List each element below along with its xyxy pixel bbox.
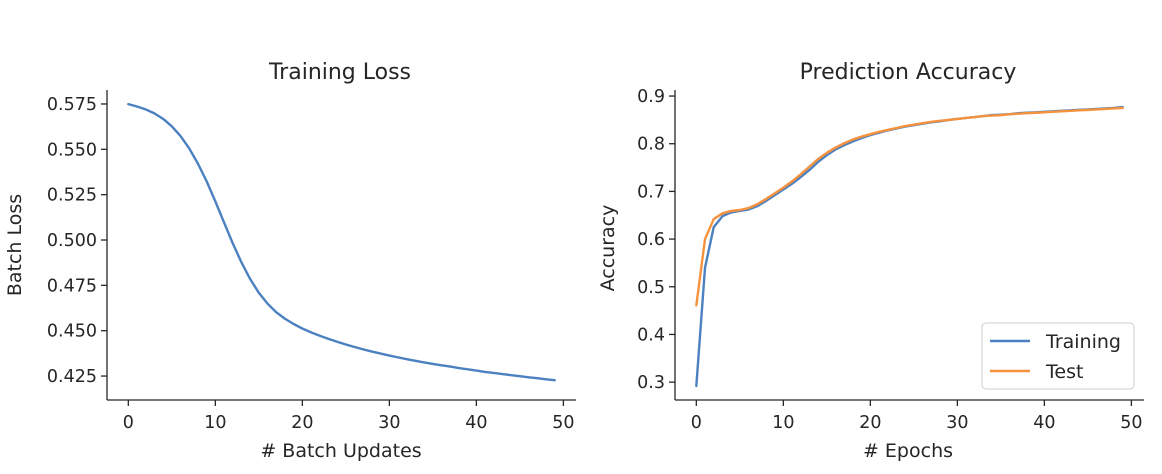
- prediction-accuracy-axes: Prediction Accuracy # Epochs Accuracy 0 1…: [597, 60, 1144, 462]
- prediction-accuracy-ytick-label: 0.8: [637, 135, 665, 155]
- training-loss-xtick-label: 50: [552, 413, 574, 433]
- training-loss-ytick-label: 0.550: [47, 140, 97, 160]
- prediction-accuracy-xtick-label: 0: [691, 413, 702, 433]
- prediction-accuracy-xtick-label: 20: [859, 413, 881, 433]
- prediction-accuracy-xticks: 0 10 20 30 40 50: [691, 400, 1143, 433]
- legend-box: [981, 322, 1135, 390]
- training-loss-ytick-label: 0.425: [47, 367, 97, 387]
- prediction-accuracy-xtick-label: 30: [946, 413, 968, 433]
- prediction-accuracy-ytick-label: 0.7: [637, 182, 665, 202]
- prediction-accuracy-title: Prediction Accuracy: [800, 60, 1017, 85]
- prediction-accuracy-xtick-label: 40: [1033, 413, 1055, 433]
- prediction-accuracy-xtick-label: 10: [772, 413, 794, 433]
- prediction-accuracy-xlabel: # Epochs: [863, 440, 953, 462]
- prediction-accuracy-ytick-label: 0.5: [637, 278, 665, 298]
- prediction-accuracy-test-line: [695, 106, 1124, 307]
- prediction-accuracy-ytick-label: 0.9: [637, 87, 665, 107]
- training-loss-xtick-label: 20: [291, 413, 313, 433]
- prediction-accuracy-ytick-label: 0.6: [637, 230, 665, 250]
- training-loss-xticks: 0 10 20 30 40 50: [123, 400, 575, 433]
- training-loss-xtick-label: 30: [378, 413, 400, 433]
- training-loss-lines: [127, 102, 556, 382]
- training-loss-ytick-label: 0.500: [47, 231, 97, 251]
- training-loss-title: Training Loss: [268, 60, 411, 85]
- prediction-accuracy-lines: [695, 105, 1124, 388]
- prediction-accuracy-ytick-label: 0.4: [637, 325, 665, 345]
- prediction-accuracy-ytick-label: 0.3: [637, 373, 665, 393]
- training-loss-ytick-label: 0.575: [47, 95, 97, 115]
- training-loss-xtick-label: 40: [465, 413, 487, 433]
- training-loss-ytick-label: 0.475: [47, 276, 97, 296]
- training-loss-xlabel: # Batch Updates: [260, 440, 421, 462]
- training-loss-loss-line: [127, 102, 556, 382]
- prediction-accuracy-ylabel: Accuracy: [597, 205, 619, 292]
- prediction-accuracy-xtick-label: 50: [1120, 413, 1142, 433]
- training-loss-ytick-label: 0.525: [47, 186, 97, 206]
- training-loss-ytick-label: 0.450: [47, 322, 97, 342]
- training-loss-ylabel: Batch Loss: [4, 194, 26, 296]
- training-loss-xtick-label: 0: [123, 413, 134, 433]
- legend-training-label: Training: [1045, 331, 1121, 353]
- training-loss-xtick-label: 10: [204, 413, 226, 433]
- prediction-accuracy-yticks: 0.3 0.4 0.5 0.6 0.7 0.8 0.9: [637, 87, 675, 393]
- training-loss-yticks: 0.425 0.450 0.475 0.500 0.525 0.550 0.575: [47, 95, 107, 387]
- training-loss-axes: Training Loss # Batch Updates Batch Loss…: [4, 60, 576, 462]
- legend: Training Test: [981, 322, 1135, 390]
- legend-test-label: Test: [1045, 361, 1083, 383]
